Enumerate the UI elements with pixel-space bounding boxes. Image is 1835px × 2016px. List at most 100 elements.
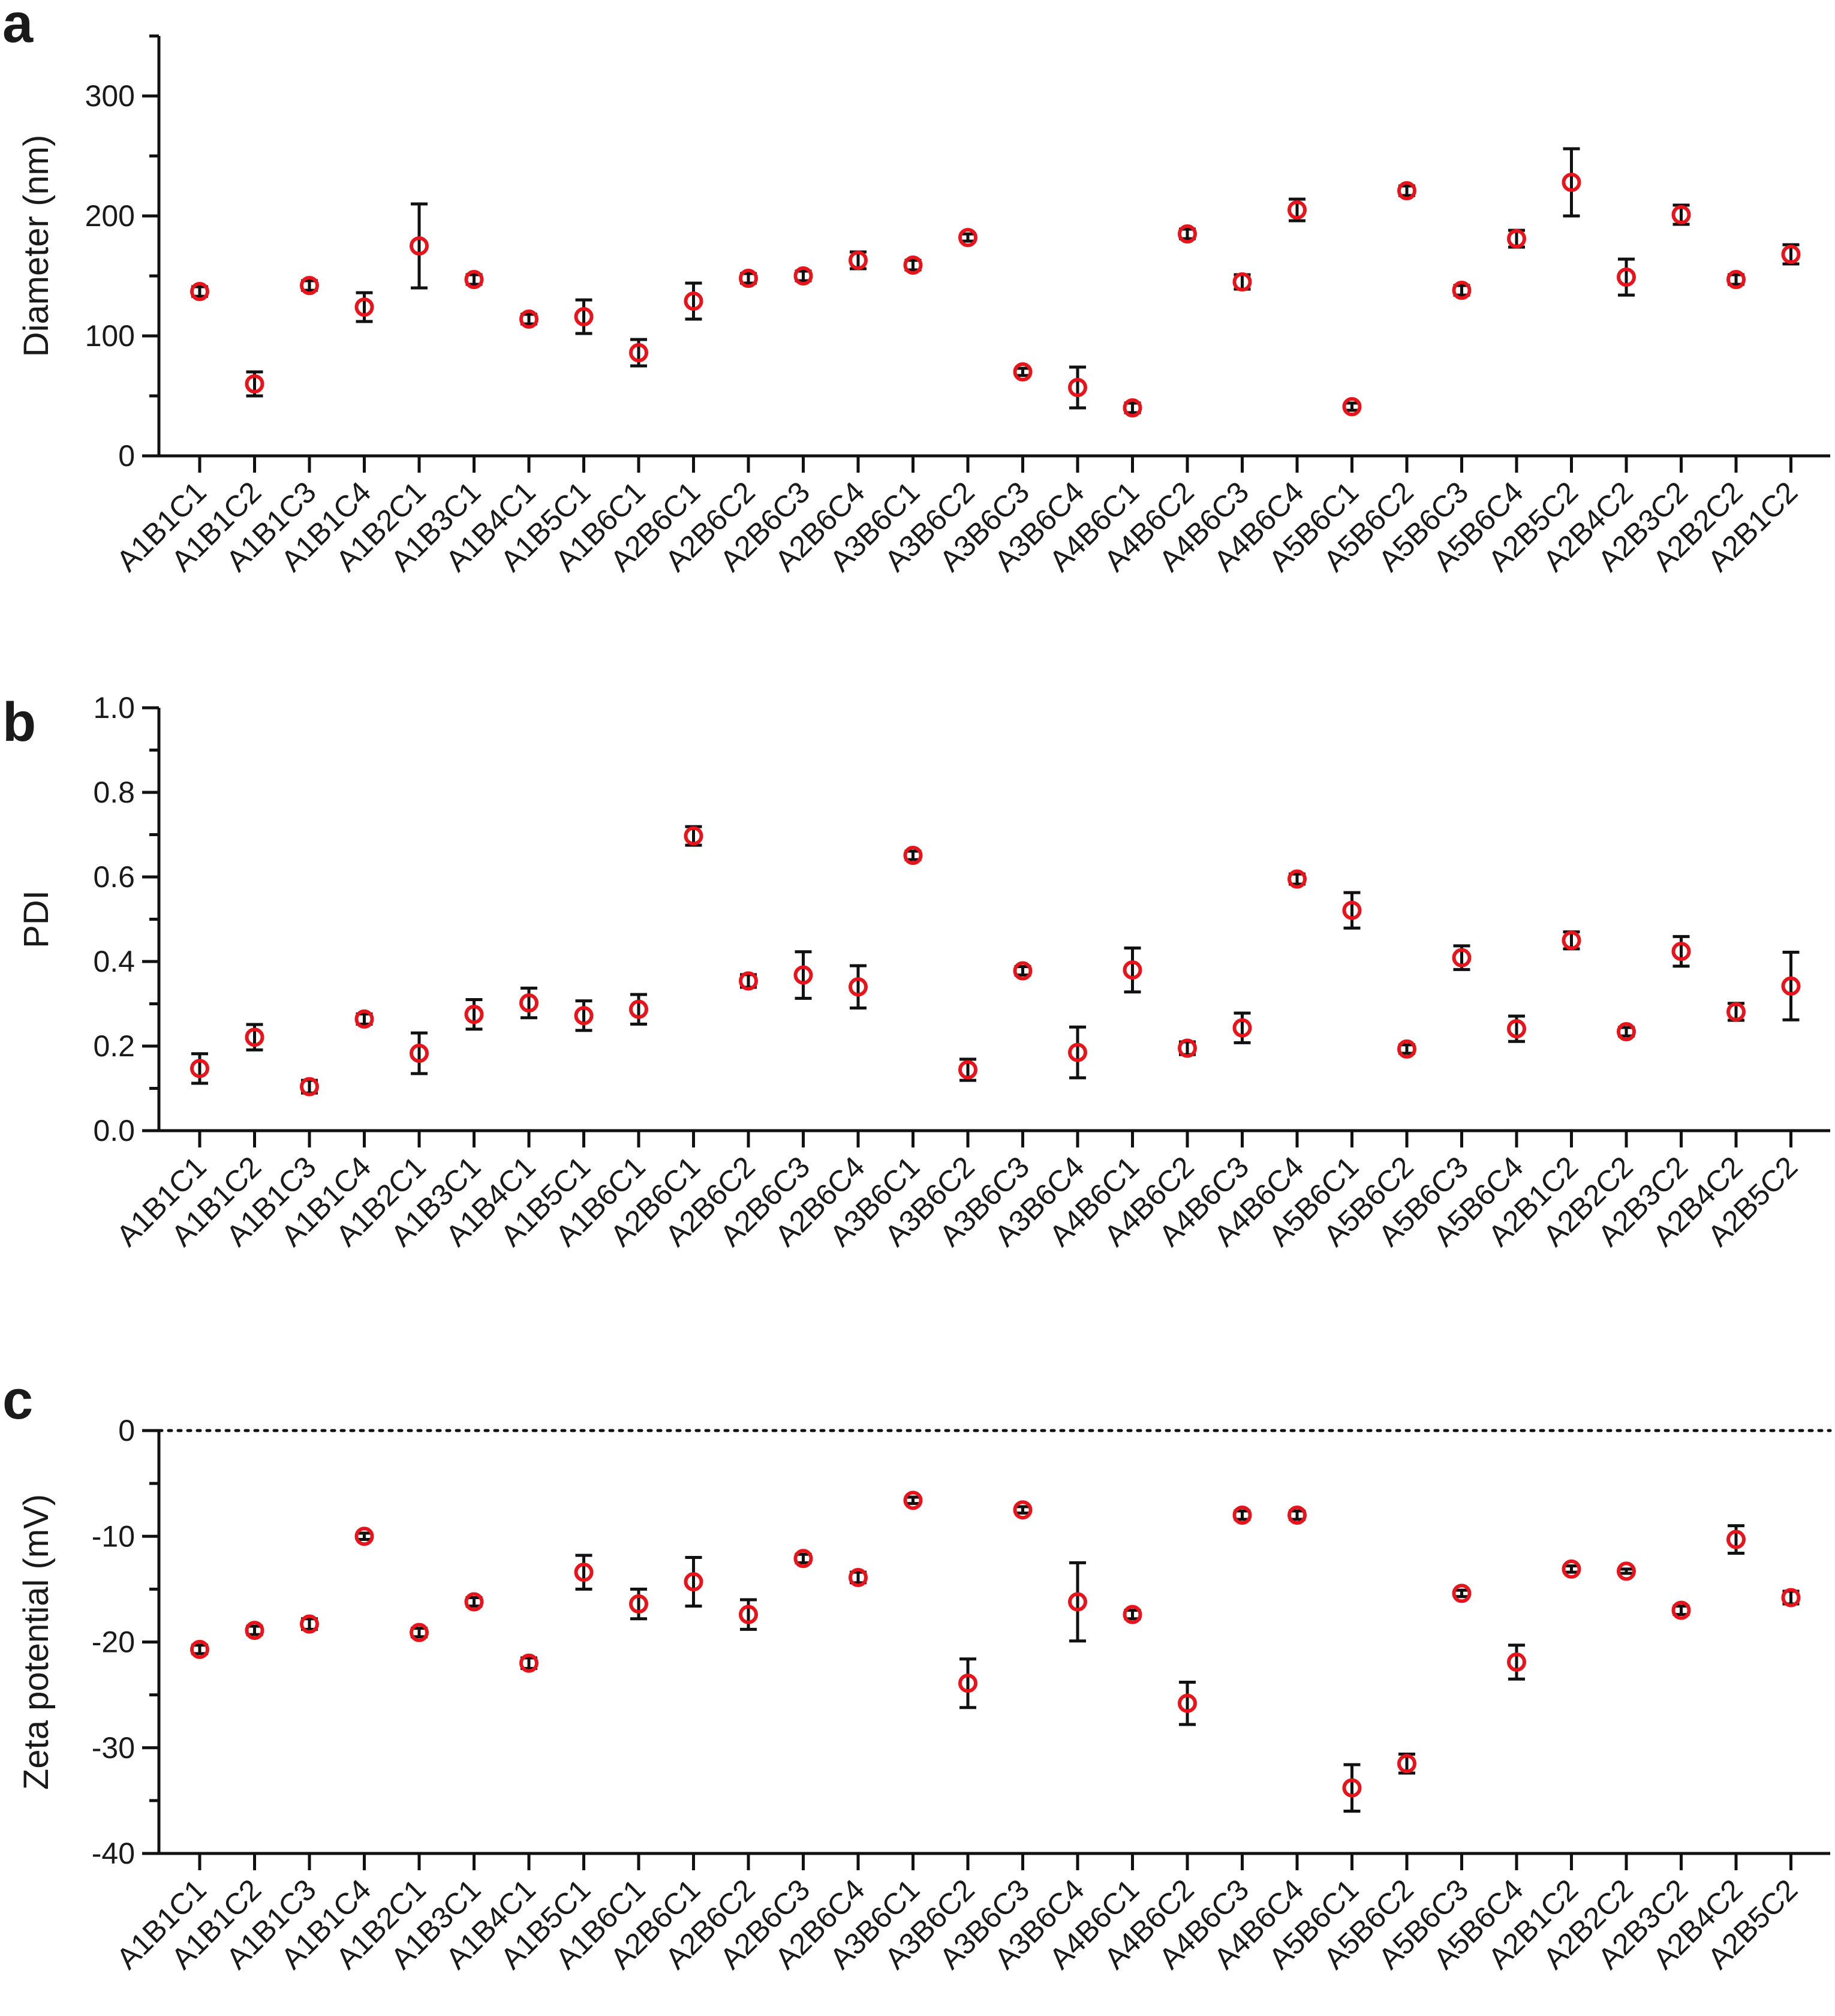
data-point (684, 1572, 703, 1592)
data-point (1562, 173, 1581, 192)
data-point (793, 1549, 813, 1569)
data-point (1397, 1039, 1416, 1059)
data-point (574, 307, 594, 326)
data-point (1507, 1652, 1526, 1672)
data-point (410, 1043, 429, 1063)
y-tick-label: 0.8 (93, 776, 135, 809)
data-point (1068, 1592, 1087, 1612)
data-point (519, 993, 539, 1013)
data-point (1013, 1500, 1033, 1520)
data-point (1013, 362, 1033, 381)
data-point (1671, 942, 1691, 962)
data-point (300, 1077, 319, 1096)
data-point (1507, 1019, 1526, 1039)
data-point (793, 965, 813, 985)
data-point (190, 282, 209, 301)
y-tick-label: 200 (85, 199, 135, 233)
data-point (574, 1006, 594, 1026)
data-point (1507, 229, 1526, 248)
data-point (1781, 976, 1801, 996)
data-point (1397, 1754, 1416, 1774)
data-point (190, 1639, 209, 1659)
data-point (354, 1009, 374, 1029)
data-point (1342, 900, 1362, 920)
data-point (903, 1491, 923, 1510)
data-point (958, 1060, 977, 1080)
data-point (300, 276, 319, 295)
data-point (1123, 960, 1142, 980)
panel-letter: a (2, 0, 34, 54)
data-point (1617, 1561, 1636, 1581)
data-point (739, 1605, 758, 1624)
data-point (1232, 1506, 1252, 1525)
data-point (958, 228, 977, 247)
data-point (519, 310, 539, 329)
data-point (1562, 930, 1581, 950)
data-point (1232, 272, 1252, 292)
data-point (1617, 268, 1636, 287)
data-point (1342, 1778, 1362, 1798)
data-point (1671, 205, 1691, 224)
data-point (1726, 1530, 1746, 1549)
data-point (354, 1527, 374, 1546)
data-point (354, 298, 374, 317)
data-point (1178, 1038, 1197, 1058)
y-tick-label: 300 (85, 79, 135, 113)
data-point (245, 1027, 264, 1047)
data-point (849, 251, 868, 270)
data-point (739, 269, 758, 288)
data-point (739, 971, 758, 991)
data-point (1452, 948, 1472, 968)
data-point (464, 270, 484, 289)
data-point (1287, 869, 1307, 889)
data-point (1068, 1042, 1087, 1062)
y-tick-label: 0.2 (93, 1029, 135, 1063)
data-point (1452, 1584, 1472, 1603)
y-tick-label: -10 (92, 1519, 135, 1553)
y-tick-label: 0.4 (93, 945, 135, 978)
data-point (300, 1614, 319, 1634)
data-point (1726, 1002, 1746, 1021)
panel-letter: c (2, 1369, 33, 1431)
y-tick-label: 0.0 (93, 1114, 135, 1147)
data-point (1617, 1022, 1636, 1042)
data-point (903, 846, 923, 866)
data-point (464, 1592, 484, 1612)
data-point (629, 1594, 648, 1614)
data-point (1781, 245, 1801, 264)
y-tick-label: -20 (92, 1626, 135, 1659)
y-axis-title: Zeta potential (mV) (17, 1494, 56, 1790)
data-point (629, 343, 648, 362)
y-tick-label: 100 (85, 319, 135, 353)
data-point (1178, 1693, 1197, 1713)
data-point (1562, 1559, 1581, 1579)
data-point (958, 1674, 977, 1693)
data-point (903, 256, 923, 275)
y-tick-label: 0.6 (93, 860, 135, 894)
y-tick-label: -40 (92, 1837, 135, 1870)
data-point (410, 236, 429, 256)
y-tick-label: 1.0 (93, 691, 135, 725)
data-point (245, 1621, 264, 1641)
data-point (519, 1653, 539, 1673)
data-point (684, 292, 703, 311)
data-point (1123, 398, 1142, 417)
y-tick-label: 0 (118, 1414, 135, 1447)
data-point (793, 266, 813, 286)
data-point (245, 374, 264, 393)
data-point (190, 1059, 209, 1078)
y-axis-title: Diameter (nm) (17, 135, 56, 357)
data-point (1232, 1018, 1252, 1038)
data-point (629, 999, 648, 1019)
data-point (1342, 397, 1362, 416)
data-point (410, 1623, 429, 1642)
data-point (464, 1005, 484, 1024)
panel-b: b0.00.20.40.60.81.0PDIA1B1C1A1B1C2A1B1C3… (2, 691, 1830, 1252)
data-point (684, 826, 703, 846)
data-point (1287, 1506, 1307, 1525)
data-point (1068, 378, 1087, 397)
data-point (1452, 281, 1472, 300)
